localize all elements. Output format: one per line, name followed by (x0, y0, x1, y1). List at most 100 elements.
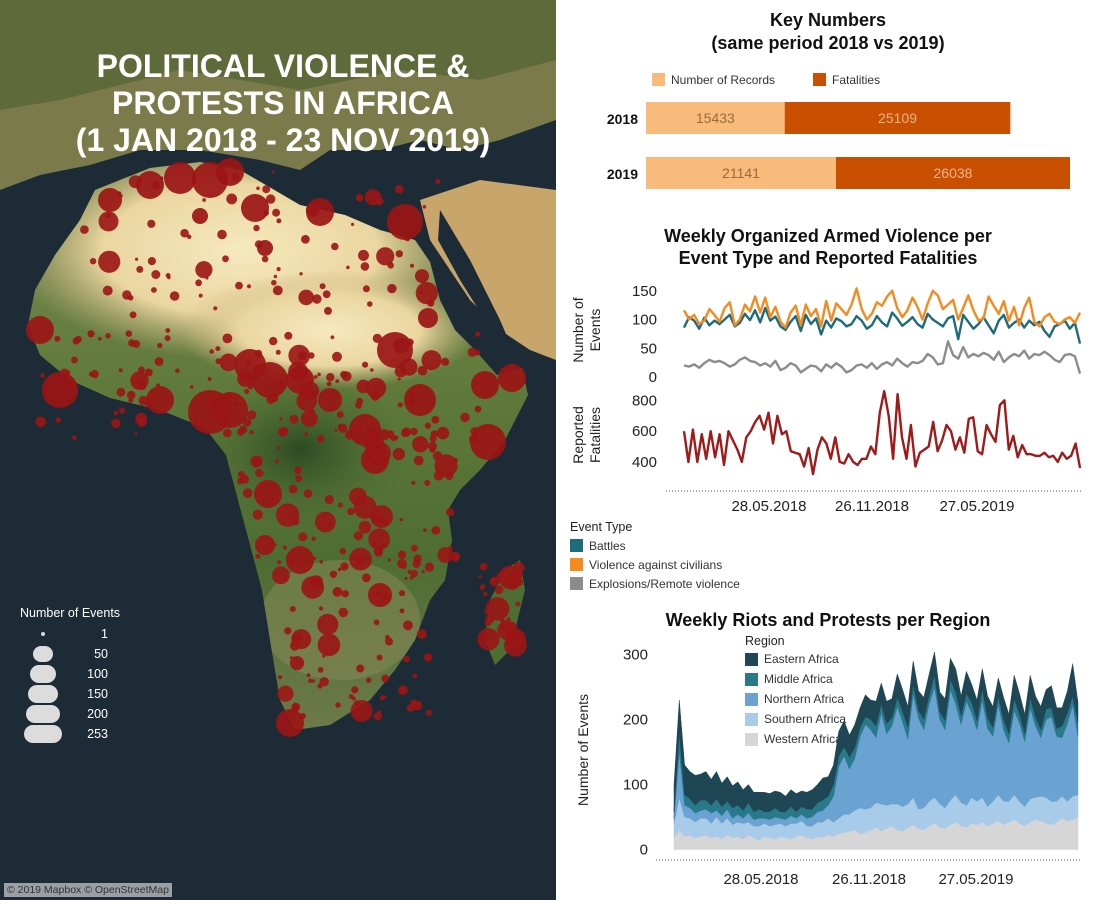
event-bubble (357, 424, 363, 430)
event-bubble (132, 340, 141, 348)
event-bubble (435, 178, 441, 184)
event-bubble (408, 399, 416, 406)
event-bubble (164, 162, 196, 194)
event-bubble (373, 619, 380, 626)
event-bubble (513, 642, 518, 647)
event-bubble (272, 208, 281, 217)
armed-x-tick: 28.05.2018 (731, 498, 806, 515)
event-bubble (404, 234, 411, 242)
event-bubble (205, 276, 209, 280)
event-bubble (385, 635, 390, 640)
event-type-legend-title: Event Type (570, 520, 633, 534)
event-bubble (299, 272, 303, 276)
event-bubble (289, 559, 296, 566)
event-bubble (485, 597, 510, 621)
event-bubble (276, 267, 281, 272)
event-bubble (431, 526, 441, 535)
event-bubble (331, 242, 339, 251)
event-bubble (409, 392, 416, 399)
event-bubble (309, 390, 318, 399)
event-bubble (479, 640, 483, 645)
event-bubble (355, 401, 363, 409)
legend-item-southern-africa[interactable]: Southern Africa (745, 709, 846, 729)
event-bubble (295, 474, 303, 482)
size-legend-label: 1 (101, 627, 108, 641)
legend-item-middle-africa[interactable]: Middle Africa (745, 669, 846, 689)
event-bubble (385, 637, 393, 646)
legend-item-fatalities[interactable]: Fatalities (813, 70, 880, 89)
event-bubble (213, 306, 218, 311)
event-bubble (98, 188, 122, 212)
event-bubble (358, 249, 369, 261)
event-bubble (106, 212, 112, 219)
legend-item-explosions[interactable]: Explosions/Remote violence (570, 574, 740, 593)
event-bubble (421, 570, 425, 574)
event-bubble (207, 377, 212, 382)
map-attribution[interactable]: © 2019 Mapbox © OpenStreetMap (4, 883, 172, 897)
event-bubble (288, 361, 308, 382)
event-bubble (165, 328, 171, 333)
event-bubble (303, 489, 313, 498)
event-bubble (69, 380, 77, 388)
event-bubble (311, 536, 316, 541)
event-bubble (393, 435, 399, 440)
legend-item-violence-against-civilians[interactable]: Violence against civilians (570, 555, 740, 574)
event-bubble (416, 629, 427, 639)
event-bubble (46, 391, 52, 397)
event-bubble (151, 270, 161, 279)
legend-item-records[interactable]: Number of Records (652, 70, 775, 89)
event-bubble (430, 430, 439, 438)
legend-item-western-africa[interactable]: Western Africa (745, 729, 846, 749)
event-bubble (318, 388, 342, 412)
event-bubble (90, 370, 99, 379)
event-bubble (156, 383, 161, 388)
event-bubble (241, 194, 269, 222)
event-bubble (253, 224, 260, 232)
event-bubble (111, 418, 121, 428)
event-bubble (246, 284, 252, 289)
event-bubble (254, 349, 263, 358)
event-bubble (471, 371, 499, 399)
event-bubble (298, 289, 315, 306)
event-bubble (87, 330, 95, 338)
size-legend-row: 50 (20, 644, 120, 664)
event-bubble (72, 435, 77, 441)
key-numbers-bar-segment (835, 157, 1070, 189)
africa-map[interactable]: POLITICAL VIOLENCE & PROTESTS IN AFRICA … (0, 0, 556, 900)
event-bubble (392, 447, 405, 461)
legend-swatch (813, 73, 827, 86)
event-bubble (479, 562, 488, 571)
event-bubble (299, 712, 306, 720)
event-bubble (55, 417, 62, 424)
legend-item-battles[interactable]: Battles (570, 536, 740, 555)
region-legend: Region Eastern Africa Middle Africa Nort… (745, 634, 846, 749)
legend-item-eastern-africa[interactable]: Eastern Africa (745, 649, 846, 669)
event-bubble (339, 547, 347, 555)
event-bubble (417, 365, 428, 376)
event-bubble (256, 186, 260, 191)
event-bubble (387, 558, 392, 562)
legend-label: Eastern Africa (764, 652, 839, 666)
event-bubble (337, 423, 344, 430)
key-numbers-value-label: 15433 (696, 110, 735, 126)
event-bubble (406, 704, 415, 712)
event-bubble (254, 480, 282, 508)
event-bubble (304, 432, 309, 436)
event-bubble (261, 255, 269, 263)
event-bubble (274, 459, 279, 464)
event-bubble (485, 638, 490, 643)
legend-item-northern-africa[interactable]: Northern Africa (745, 689, 846, 709)
event-bubble (340, 562, 349, 571)
event-bubble (381, 674, 390, 683)
event-bubble (368, 528, 391, 551)
event-bubble (129, 311, 137, 319)
armed-x-tick: 27.05.2019 (939, 498, 1014, 515)
legend-label: Violence against civilians (589, 557, 723, 572)
event-bubble (305, 203, 320, 217)
event-bubble (368, 583, 392, 607)
key-numbers-value-label: 25109 (878, 110, 917, 126)
legend-swatch (652, 73, 665, 86)
event-bubble (474, 405, 482, 413)
size-legend-label: 100 (87, 667, 108, 681)
event-bubble (375, 197, 384, 206)
